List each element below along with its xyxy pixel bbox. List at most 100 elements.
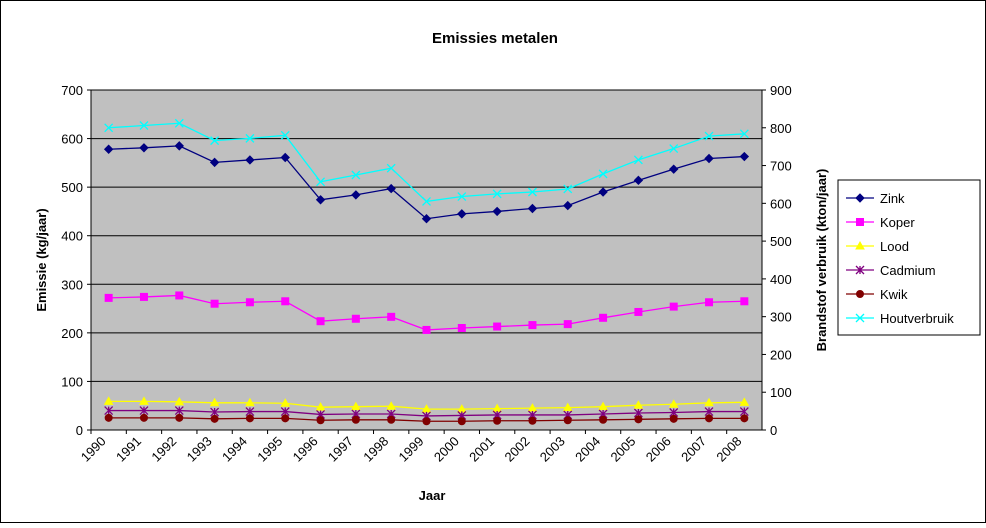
point	[245, 397, 255, 407]
point	[633, 175, 644, 186]
point	[527, 187, 537, 197]
point	[316, 177, 326, 187]
point	[633, 400, 644, 409]
y-tick-label: 100	[61, 374, 83, 389]
point	[705, 414, 714, 423]
point	[245, 298, 254, 307]
point	[740, 414, 749, 423]
point	[704, 397, 714, 407]
y-tick-label: 200	[61, 326, 83, 341]
point	[104, 293, 113, 302]
point	[104, 123, 114, 133]
point	[210, 414, 219, 423]
y2-tick-label: 400	[770, 272, 792, 287]
point	[386, 163, 396, 173]
point	[669, 414, 678, 423]
point	[245, 133, 255, 143]
point	[280, 130, 290, 140]
point	[457, 417, 466, 426]
point	[103, 396, 114, 405]
point	[210, 299, 219, 308]
point	[104, 413, 113, 422]
legend-marker	[855, 240, 865, 250]
point	[280, 152, 290, 163]
point	[563, 320, 572, 329]
point	[739, 397, 750, 406]
plot-area	[90, 89, 763, 431]
point	[739, 129, 749, 139]
point	[175, 291, 184, 300]
point	[139, 406, 149, 416]
legend-label: Zink	[880, 191, 905, 206]
point	[387, 415, 396, 424]
point	[492, 189, 502, 199]
point	[493, 322, 502, 331]
point	[104, 406, 114, 416]
point	[422, 325, 431, 334]
legend-label: Cadmium	[880, 263, 936, 278]
legend-label: Lood	[880, 239, 909, 254]
legend-label: Koper	[880, 215, 915, 230]
point	[210, 407, 220, 417]
point	[599, 415, 608, 424]
point	[669, 302, 678, 311]
point	[739, 151, 750, 162]
point	[562, 402, 573, 412]
y2-tick-label: 500	[770, 234, 792, 249]
legend-box	[837, 179, 981, 336]
point	[174, 406, 184, 416]
point	[704, 153, 714, 164]
y-axis-title: Emissie (kg/jaar)	[34, 208, 49, 311]
point	[351, 415, 360, 424]
point	[351, 401, 361, 411]
point	[599, 313, 608, 322]
point	[422, 417, 431, 426]
y-tick-label: 700	[61, 83, 83, 98]
point	[705, 298, 714, 307]
y2-tick-label: 0	[770, 423, 777, 438]
point	[563, 416, 572, 425]
point	[421, 214, 432, 224]
legend-marker	[855, 265, 865, 275]
y2-axis-title: Brandstof verbruik (kton/jaar)	[814, 169, 829, 352]
point	[210, 136, 220, 146]
y-tick-label: 600	[61, 132, 83, 147]
point	[528, 416, 537, 425]
legend-marker	[855, 193, 865, 203]
point	[634, 415, 643, 424]
point	[422, 196, 431, 206]
y2-tick-label: 600	[770, 196, 792, 211]
legend-marker	[855, 313, 865, 323]
point	[668, 399, 679, 408]
y2-tick-label: 700	[770, 159, 792, 174]
x-axis-title: Jaar	[419, 488, 446, 503]
point	[386, 183, 396, 194]
point	[457, 209, 467, 219]
point	[598, 187, 608, 197]
point	[493, 416, 502, 425]
point	[315, 402, 326, 411]
point	[704, 131, 714, 141]
point	[598, 169, 608, 179]
point	[281, 297, 290, 306]
y-tick-label: 300	[61, 277, 83, 292]
point	[315, 195, 326, 205]
y-tick-label: 0	[76, 423, 83, 438]
point	[704, 407, 714, 417]
point	[174, 396, 185, 406]
point	[174, 141, 184, 151]
point	[351, 190, 361, 200]
y2-tick-label: 100	[770, 385, 792, 400]
point	[245, 155, 255, 165]
y2-tick-label: 200	[770, 347, 792, 362]
point	[669, 144, 679, 154]
legend-marker	[856, 290, 864, 298]
y2-tick-label: 300	[770, 310, 792, 325]
point	[209, 397, 220, 407]
legend-label: Kwik	[880, 287, 908, 302]
point	[316, 416, 325, 425]
point	[669, 164, 679, 174]
point	[139, 292, 148, 301]
point	[103, 144, 114, 154]
point	[633, 155, 643, 165]
